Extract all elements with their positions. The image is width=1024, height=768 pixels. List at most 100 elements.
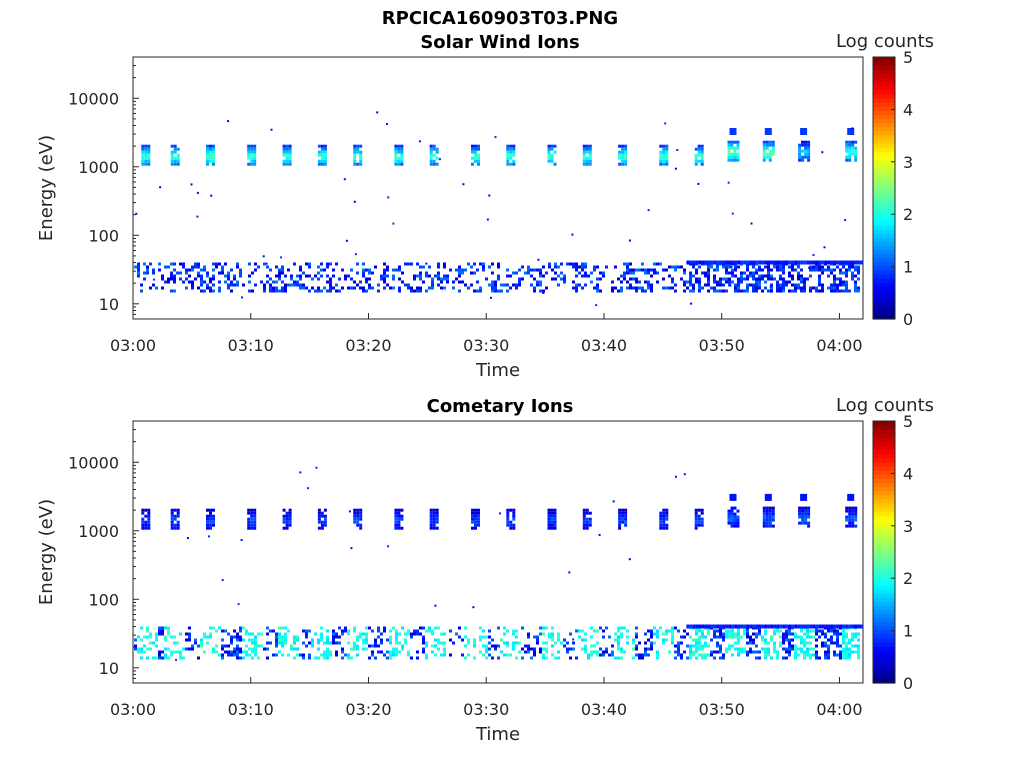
heatmap-cell xyxy=(377,626,380,630)
heatmap-cell xyxy=(518,280,521,284)
heatmap-cell xyxy=(247,153,251,157)
heatmap-cell xyxy=(386,650,389,654)
heatmap-cell xyxy=(437,274,440,278)
heatmap-cell xyxy=(416,286,419,290)
heatmap-cell xyxy=(803,286,806,290)
heatmap-cell xyxy=(206,517,209,521)
heatmap-cell xyxy=(659,523,663,527)
heatmap-cell xyxy=(144,144,148,148)
heatmap-cell xyxy=(674,265,677,269)
heatmap-cell xyxy=(435,517,439,521)
heatmap-cell xyxy=(689,644,692,648)
heatmap-cell xyxy=(149,632,152,636)
heatmap-cell xyxy=(647,286,650,290)
heatmap-cell xyxy=(857,653,860,657)
heatmap-cell xyxy=(791,260,795,265)
colorbar-swatch xyxy=(873,511,895,516)
heatmap-cell xyxy=(842,647,845,651)
heatmap-cell xyxy=(536,635,539,639)
heatmap-cell xyxy=(617,647,620,651)
heatmap-cell xyxy=(464,635,467,639)
heatmap-cell xyxy=(461,280,464,284)
heatmap-cell xyxy=(284,638,287,642)
heatmap-cell xyxy=(848,656,851,660)
colorbar-swatch xyxy=(873,81,895,87)
heatmap-cell xyxy=(733,158,737,162)
heatmap-cell xyxy=(524,644,527,648)
heatmap-cell xyxy=(788,650,791,654)
heatmap-cell xyxy=(170,650,173,654)
heatmap-cell xyxy=(836,277,839,281)
heatmap-cell xyxy=(680,635,683,639)
colorbar-swatch xyxy=(873,421,895,426)
heatmap-cell xyxy=(695,632,698,636)
heatmap-cell xyxy=(674,656,677,660)
heatmap-cell xyxy=(293,635,296,639)
heatmap-cell xyxy=(821,289,824,293)
heatmap-cell xyxy=(416,656,419,660)
heatmap-cell xyxy=(725,280,728,284)
heatmap-cell xyxy=(632,268,635,272)
heatmap-cell xyxy=(400,514,404,518)
heatmap-cell xyxy=(257,265,260,269)
heatmap-cell xyxy=(134,644,137,648)
heatmap-cell xyxy=(512,526,516,530)
heatmap-cell xyxy=(730,515,734,519)
heatmap-cell xyxy=(584,647,587,651)
heatmap-cell xyxy=(550,144,554,148)
heatmap-cell xyxy=(545,650,548,654)
heatmap-cell xyxy=(383,277,386,281)
heatmap-cell xyxy=(247,156,251,160)
heatmap-cell xyxy=(635,635,638,639)
heatmap-cell xyxy=(662,159,666,163)
heatmap-cell xyxy=(512,508,516,512)
colorbar-swatch xyxy=(873,617,895,623)
heatmap-cell xyxy=(397,147,401,151)
x-tick-label: 03:30 xyxy=(463,336,509,355)
heatmap-cell xyxy=(785,638,788,642)
heatmap-cell xyxy=(623,626,626,630)
heatmap-cell xyxy=(422,647,425,651)
heatmap-cell xyxy=(596,641,599,645)
heatmap-cell xyxy=(618,514,622,518)
heatmap-cell xyxy=(394,150,398,154)
heatmap-cell xyxy=(542,647,545,651)
heatmap-cell xyxy=(476,289,479,293)
heatmap-cell xyxy=(365,289,368,293)
heatmap-cell xyxy=(206,641,209,645)
heatmap-cell xyxy=(734,641,737,645)
heatmap-cell xyxy=(803,632,806,636)
heatmap-cell xyxy=(547,514,551,518)
heatmap-cell xyxy=(356,635,359,639)
heatmap-cell xyxy=(299,283,302,287)
heatmap-cell xyxy=(779,629,782,633)
heatmap-cell xyxy=(474,156,477,160)
heatmap-cell xyxy=(392,268,395,272)
heatmap-cell xyxy=(144,508,148,512)
heatmap-cell xyxy=(765,155,769,159)
heatmap-cell xyxy=(830,286,833,290)
heatmap-cell xyxy=(842,289,845,293)
colorbar-swatch xyxy=(873,265,895,271)
heatmap-cell xyxy=(800,286,803,290)
heatmap-cell xyxy=(752,260,756,265)
heatmap-cell xyxy=(700,162,704,166)
heatmap-cell xyxy=(248,632,251,636)
heatmap-cell xyxy=(797,283,800,287)
heatmap-cell xyxy=(782,647,785,651)
heatmap-cell xyxy=(455,268,458,272)
heatmap-cell xyxy=(767,650,770,654)
heatmap-cell xyxy=(407,262,410,266)
heatmap-cell xyxy=(694,526,698,530)
heatmap-cell xyxy=(854,155,858,159)
heatmap-cell xyxy=(191,283,194,287)
heatmap-cell xyxy=(236,632,239,636)
heatmap-cell xyxy=(320,635,323,639)
heatmap-cell xyxy=(299,653,302,657)
heatmap-cell xyxy=(212,647,215,651)
heatmap-cell xyxy=(851,506,855,510)
heatmap-cell xyxy=(494,286,497,290)
heatmap-cell xyxy=(821,283,824,287)
heatmap-cell xyxy=(386,274,389,278)
heatmap-cell xyxy=(254,653,257,657)
